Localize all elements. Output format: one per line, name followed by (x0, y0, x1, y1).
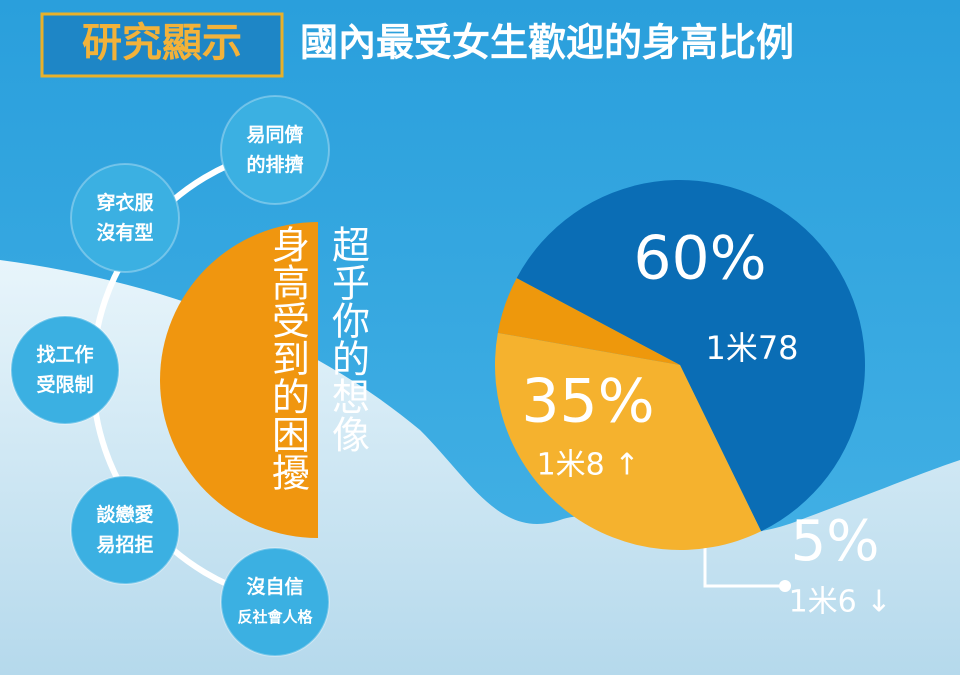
badge-box (40, 12, 284, 78)
side-text: 超乎你的想像 (326, 225, 370, 453)
bubble (10, 315, 120, 425)
bubble (220, 547, 330, 657)
bubble-text: 易同儕 (246, 123, 303, 146)
callout-line (703, 538, 782, 588)
callout-dot (779, 580, 791, 592)
bubble-text: 受限制 (36, 373, 93, 396)
pie-slice (516, 180, 866, 532)
center-text: 身高受到的困擾 (266, 225, 310, 491)
value-label: 5% (791, 509, 880, 574)
half-circle (160, 222, 318, 538)
bubble-text: 談戀愛 (96, 503, 153, 526)
bubble-text: 沒自信 (246, 575, 303, 598)
value-label: 35% (521, 367, 654, 437)
slice-label: 1米8 ↑ (537, 448, 640, 483)
value-label: 60% (633, 224, 766, 294)
bubble-text: 的排擠 (246, 153, 303, 176)
bubble (70, 163, 180, 273)
bubble-text: 穿衣服 (96, 191, 154, 214)
bubble (70, 475, 180, 585)
slice-label: 1米78 (705, 329, 798, 367)
title: 國內最受女生歡迎的身高比例 (300, 20, 794, 65)
bubble-text: 沒有型 (96, 221, 153, 244)
bubble-text: 反社會人格 (237, 608, 313, 626)
pie-slice (497, 278, 680, 365)
bubble-text: 找工作 (36, 343, 93, 366)
slice-label: 1米6 ↓ (789, 585, 892, 620)
bubble (220, 95, 330, 205)
pie-slice (495, 332, 762, 550)
bubble-text: 易招拒 (96, 533, 153, 556)
badge: 研究顯示 (82, 19, 242, 66)
